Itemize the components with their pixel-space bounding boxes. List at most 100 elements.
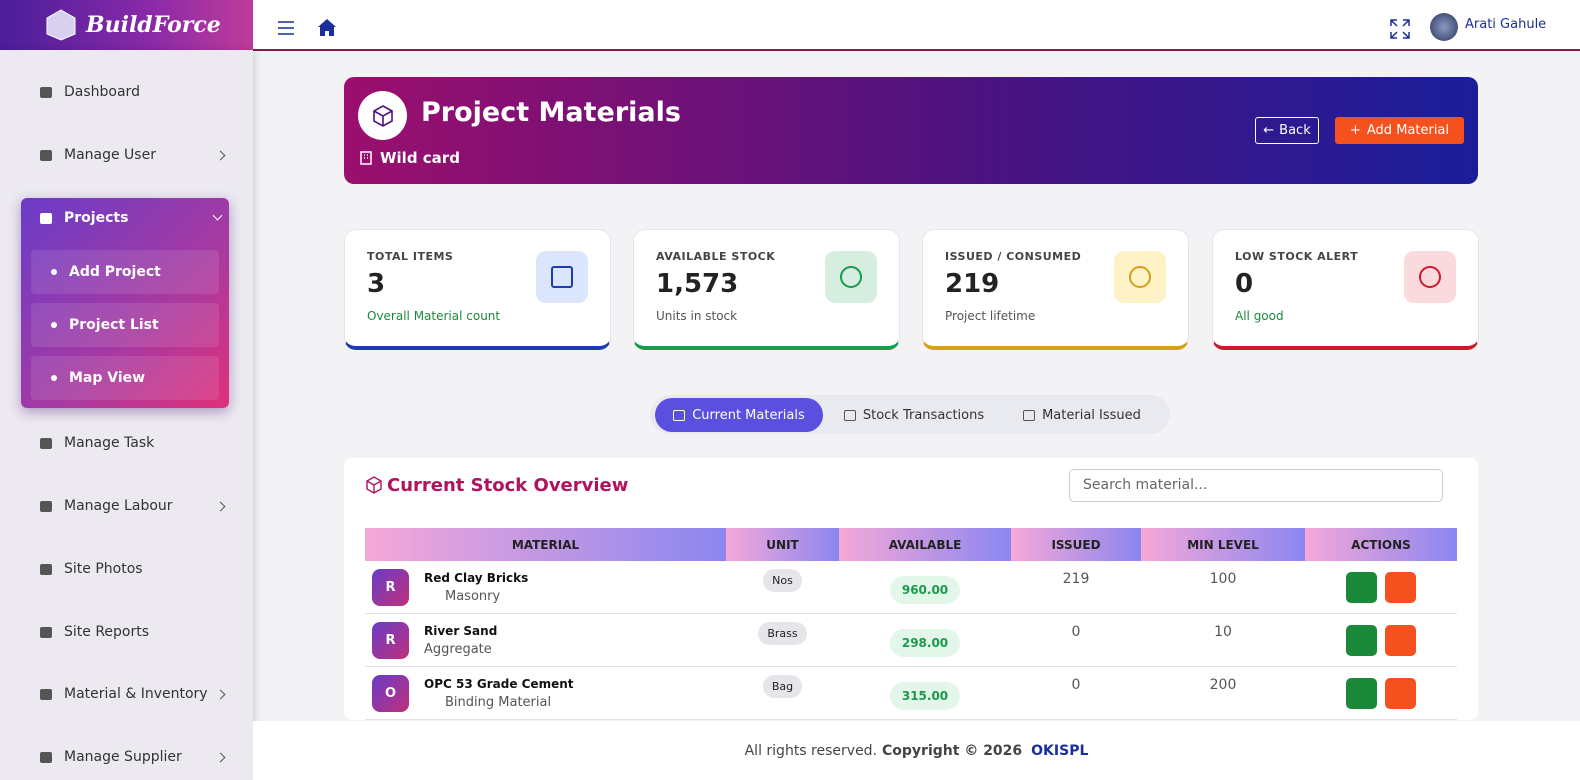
submenu-item[interactable]: Project List: [31, 303, 219, 347]
transfer-button[interactable]: [1385, 678, 1416, 709]
menu-label: Projects: [64, 210, 129, 226]
table-row: R Red Clay Bricks Masonry Nos 960.00 219 100: [365, 561, 1457, 614]
back-arrow: ←: [1263, 123, 1275, 138]
user-avatar[interactable]: [1430, 13, 1458, 41]
stat-card: TOTAL ITEMS 3 Overall Material count: [344, 229, 611, 350]
footer-copyright: Copyright © 2026: [882, 742, 1023, 759]
add-material-label: Add Material: [1366, 123, 1450, 138]
submenu-item[interactable]: Map View: [31, 356, 219, 400]
fullscreen-icon[interactable]: [1390, 19, 1410, 39]
issue-button[interactable]: [1346, 678, 1377, 709]
menu-label: Site Reports: [64, 624, 150, 640]
chevron: [215, 689, 226, 699]
tab-bar: Current Materials Stock Transactions Mater…: [650, 395, 1170, 434]
stat-icon: [825, 251, 877, 303]
material-name: River Sand: [424, 624, 498, 638]
stat-icon: [1404, 251, 1456, 303]
table-header-cell: UNIT: [726, 528, 839, 561]
stat-card: LOW STOCK ALERT 0 All good: [1212, 229, 1479, 350]
material-avatar: R: [372, 622, 409, 659]
tab[interactable]: Current Materials: [655, 398, 823, 432]
table-row: O OPC 53 Grade Cement Binding Material Bag 3…: [365, 667, 1457, 720]
stat-value: 219: [945, 269, 1000, 299]
menu-item[interactable]: Manage Labour: [40, 498, 230, 514]
menu-item[interactable]: Material & Inventory: [40, 686, 230, 702]
menu-toggle[interactable]: [278, 21, 294, 35]
submenu-icon: [51, 322, 57, 328]
stat-label: LOW STOCK ALERT: [1235, 250, 1359, 263]
page-title: Project Materials: [421, 97, 681, 128]
tab[interactable]: Material Issued: [1002, 398, 1162, 432]
brand[interactable]: BuildForce: [0, 0, 253, 50]
menu-icon: [40, 563, 52, 575]
projects-menu[interactable]: Projects Add Project Project List Map View: [21, 198, 229, 408]
available-cell: 298.00: [839, 614, 1011, 667]
brand-logo: [46, 9, 76, 41]
plus-icon: +: [1349, 123, 1361, 138]
menu-item-active[interactable]: Projects: [40, 210, 225, 226]
tab-icon: [673, 409, 686, 421]
material-name: OPC 53 Grade Cement: [424, 677, 574, 691]
tab-label: Stock Transactions: [862, 407, 985, 423]
transfer-button[interactable]: [1385, 572, 1416, 603]
stat-note: Project lifetime: [945, 309, 1036, 323]
sidebar: Dashboard Manage User Projects Add Project P…: [0, 50, 253, 780]
project-name: Wild card: [380, 149, 460, 167]
stat-value: 0: [1235, 269, 1254, 299]
issue-button[interactable]: [1346, 572, 1377, 603]
chevron: [215, 501, 226, 511]
table-header-cell: ACTIONS: [1305, 528, 1457, 561]
tab-icon: [1023, 409, 1036, 421]
stat-card: AVAILABLE STOCK 1,573 Units in stock: [633, 229, 900, 350]
menu-icon: [40, 500, 52, 512]
unit-cell: Brass: [726, 614, 839, 667]
header-icon: [358, 91, 407, 140]
back-button[interactable]: ← Back: [1255, 117, 1319, 144]
page-header: Project Materials Wild card ← Back + Add M…: [344, 77, 1478, 184]
actions-cell: [1305, 667, 1457, 720]
chevron-down: [212, 210, 223, 221]
menu-icon: [40, 86, 52, 98]
stat-icon-glyph: [1129, 266, 1151, 288]
menu-item[interactable]: Site Reports: [40, 624, 230, 640]
search-input[interactable]: Search material...: [1069, 469, 1443, 502]
menu-icon: [40, 149, 52, 161]
tab-label: Material Issued: [1042, 407, 1141, 423]
submenu-item[interactable]: Add Project: [31, 250, 219, 294]
submenu-icon: [51, 375, 57, 381]
tab-icon: [843, 409, 856, 421]
menu-item[interactable]: Site Photos: [40, 561, 230, 577]
menu-item[interactable]: Dashboard: [40, 84, 230, 100]
topbar: Arati Gahule: [253, 0, 1580, 51]
table-header-cell: MIN LEVEL: [1141, 528, 1305, 561]
menu-label: Material & Inventory: [64, 686, 208, 702]
menu-label: Dashboard: [64, 84, 140, 100]
actions-cell: [1305, 614, 1457, 667]
menu-item[interactable]: Manage Supplier: [40, 749, 230, 765]
min-level-cell: 10: [1214, 624, 1232, 640]
material-name: Red Clay Bricks: [424, 571, 529, 585]
stat-value: 1,573: [656, 269, 739, 299]
issued-cell: 0: [1071, 624, 1081, 640]
add-material-button[interactable]: + Add Material: [1335, 117, 1464, 144]
unit-cell: Bag: [726, 667, 839, 720]
user-name[interactable]: Arati Gahule: [1465, 17, 1547, 32]
chevron: [215, 150, 226, 160]
issue-button[interactable]: [1346, 625, 1377, 656]
menu-item[interactable]: Manage Task: [40, 435, 230, 451]
home-icon[interactable]: [318, 19, 336, 36]
table-header-cell: AVAILABLE: [839, 528, 1011, 561]
footer-company[interactable]: OKISPL: [1031, 742, 1089, 759]
menu-item[interactable]: Manage User: [40, 147, 230, 163]
min-level-cell: 100: [1209, 571, 1237, 587]
min-level-cell: 200: [1209, 677, 1237, 693]
transfer-button[interactable]: [1385, 625, 1416, 656]
menu-label: Manage User: [64, 147, 156, 163]
stat-note: Overall Material count: [367, 309, 501, 323]
submenu-label: Add Project: [69, 264, 161, 280]
tab[interactable]: Stock Transactions: [830, 398, 998, 432]
stat-icon-glyph: [840, 266, 862, 288]
stat-icon: [536, 251, 588, 303]
table-title: Current Stock Overview: [387, 475, 629, 496]
